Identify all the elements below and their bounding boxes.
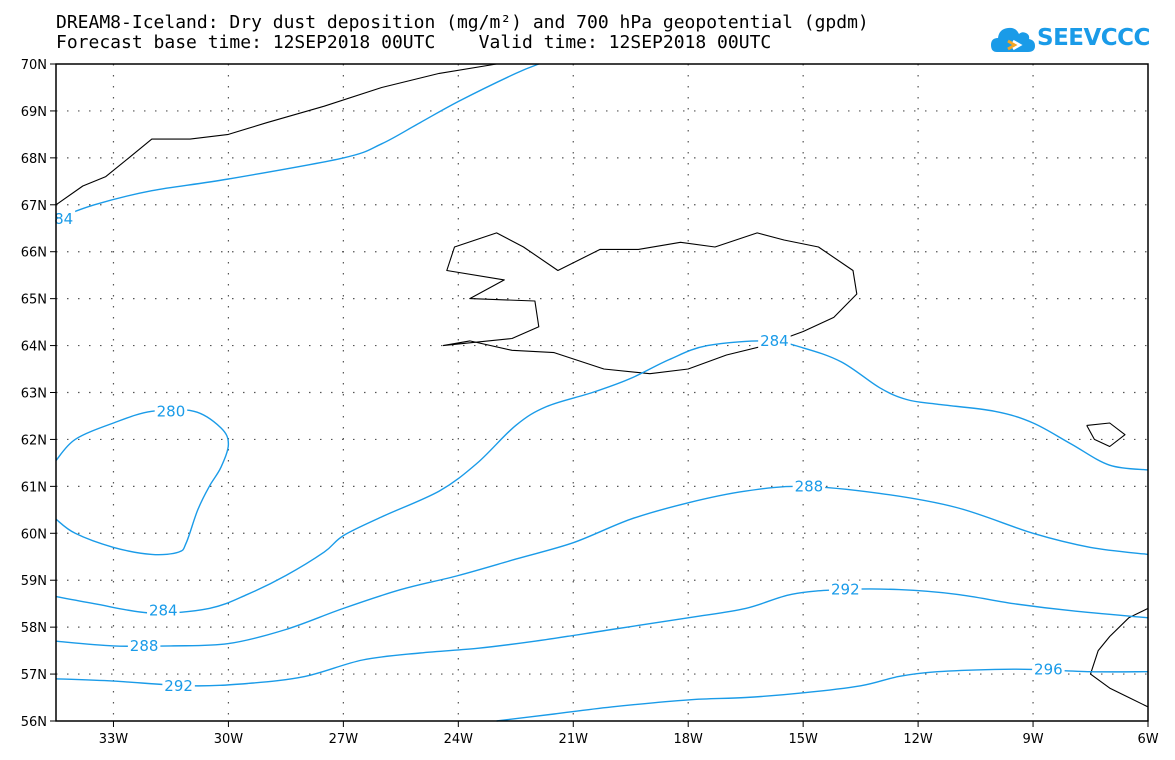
tick-label-lon: 33W (99, 732, 129, 747)
geopotential-contours (55, 63, 1149, 722)
tick-label-lat: 69N (21, 105, 47, 120)
tick-label-lon: 18W (674, 732, 704, 747)
map-title-line2: Forecast base time: 12SEP2018 00UTC Vali… (56, 32, 772, 53)
coastline-iceland (442, 232, 858, 375)
contour-label-bg (792, 477, 826, 496)
contour-line-280 (55, 408, 230, 556)
contour-label-bg (154, 402, 188, 421)
latitude-axis: 56N 57N 58N 59N 60N 61N 62N 63N 64N 65N 66N 67N 68N 6… (21, 58, 56, 730)
seevccc-logo: SEEVCCC (991, 22, 1150, 56)
tick-label-lat: 61N (21, 480, 47, 495)
contour-label: 84 (54, 210, 73, 228)
contour-label-bg (758, 331, 791, 350)
contour-label-bg (1032, 660, 1065, 679)
contour-label: 292 (831, 581, 860, 599)
tick-label-lon: 6W (1137, 732, 1158, 747)
contour-label-bg (162, 676, 195, 695)
tick-label-lat: 62N (21, 433, 47, 448)
tick-label-lat: 63N (21, 387, 47, 402)
tick-label-lat: 64N (21, 340, 47, 355)
contour-label-bg (127, 636, 161, 655)
contour-label-bg (52, 209, 76, 228)
tick-label-lat: 68N (21, 152, 47, 167)
tick-label-lon: 15W (788, 732, 818, 747)
tick-label-lat: 57N (21, 668, 47, 683)
tick-label-lat: 60N (21, 527, 47, 542)
contour-label: 292 (164, 677, 193, 695)
coastline-faroe (1086, 422, 1126, 448)
contour-line-288 (55, 485, 1149, 648)
contour-label: 288 (795, 477, 824, 495)
longitude-axis: 33W 30W 27W 24W 21W 18W 15W 12W 9W 6W (99, 721, 1159, 747)
contour-label: 280 (157, 402, 186, 420)
tick-label-lat: 67N (21, 199, 47, 214)
tick-label-lon: 21W (559, 732, 589, 747)
contour-line-284 (55, 340, 1149, 614)
contour-line-284 (55, 63, 540, 220)
graticule (56, 64, 1148, 721)
contour-labels: 84 280 284 284 288 288 292 292 296 (52, 209, 1065, 695)
contour-label-bg (829, 580, 862, 599)
tick-label-lon: 27W (329, 732, 359, 747)
contour-label-bg (147, 601, 180, 620)
contour-label: 284 (149, 602, 178, 620)
contour-label: 284 (760, 332, 789, 350)
map-title-line1: DREAM8-Iceland: Dry dust deposition (mg/… (56, 12, 869, 33)
tick-label-lat: 65N (21, 293, 47, 308)
tick-label-lat: 70N (21, 58, 47, 73)
tick-label-lat: 59N (21, 574, 47, 589)
coastline-greenland (55, 63, 497, 206)
tick-label-lat: 66N (21, 246, 47, 261)
tick-label-lon: 12W (903, 732, 933, 747)
tick-label-lat: 58N (21, 621, 47, 636)
contour-line-292 (55, 588, 1149, 687)
tick-label-lat: 56N (21, 715, 47, 730)
contour-label: 296 (1034, 660, 1063, 678)
coastline-hebrides (1089, 607, 1149, 708)
map-frame (55, 63, 1149, 722)
cloud-icon (991, 27, 1035, 52)
contour-label: 288 (130, 637, 159, 655)
coastlines (55, 63, 1149, 708)
tick-label-lon: 30W (214, 732, 244, 747)
tick-label-lon: 24W (444, 732, 474, 747)
tick-label-lon: 9W (1022, 732, 1043, 747)
logo-text: SEEVCCC (1037, 25, 1150, 51)
